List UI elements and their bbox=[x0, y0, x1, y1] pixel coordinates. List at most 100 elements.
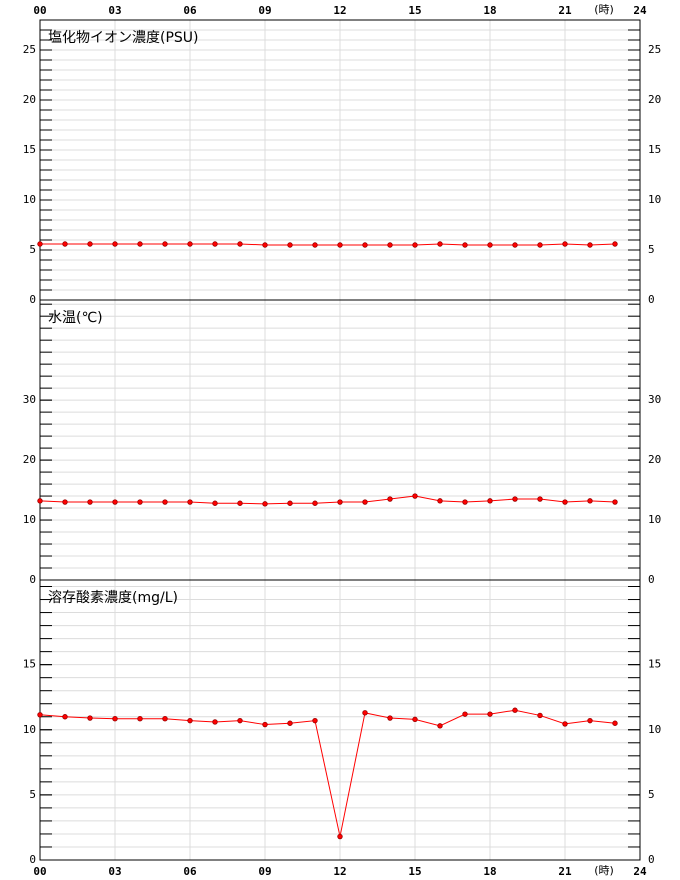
x-tick-label: 24 bbox=[633, 865, 647, 878]
data-point bbox=[37, 498, 43, 504]
data-point bbox=[412, 493, 418, 499]
data-point bbox=[262, 242, 268, 248]
data-point bbox=[387, 496, 393, 502]
data-point bbox=[537, 496, 543, 502]
x-tick-label: 00 bbox=[33, 865, 46, 878]
data-point bbox=[437, 241, 443, 247]
data-point bbox=[262, 501, 268, 507]
data-point bbox=[212, 500, 218, 506]
data-point bbox=[162, 715, 168, 722]
y-tick-label: 5 bbox=[29, 788, 36, 801]
data-point bbox=[562, 721, 568, 727]
data-point bbox=[387, 715, 393, 721]
plot-frame bbox=[39, 579, 641, 861]
y-tick-label: 25 bbox=[23, 43, 36, 56]
y-tick-label: 30 bbox=[648, 393, 661, 406]
data-line bbox=[39, 709, 616, 837]
x-tick-label: 15 bbox=[408, 4, 421, 17]
x-tick-label: 09 bbox=[258, 865, 271, 878]
data-point bbox=[137, 715, 143, 722]
data-point bbox=[562, 499, 568, 505]
y-tick-label: 10 bbox=[23, 723, 36, 736]
y-tick-label: 5 bbox=[29, 243, 36, 256]
data-point bbox=[437, 723, 443, 729]
y-tick-label: 20 bbox=[23, 453, 36, 466]
data-point bbox=[137, 241, 143, 247]
data-point bbox=[87, 715, 93, 721]
data-point bbox=[237, 717, 243, 724]
data-point bbox=[287, 242, 293, 248]
data-point bbox=[187, 499, 193, 505]
data-point bbox=[312, 242, 318, 248]
y-tick-label: 20 bbox=[23, 93, 36, 106]
data-point bbox=[212, 241, 218, 247]
data-point bbox=[112, 241, 118, 247]
y-tick-label: 15 bbox=[23, 143, 36, 156]
data-point bbox=[587, 242, 593, 248]
y-tick-label: 15 bbox=[648, 143, 661, 156]
data-point bbox=[112, 499, 118, 505]
panel-title: 溶存酸素濃度(mg/L) bbox=[48, 590, 178, 606]
data-point bbox=[362, 710, 368, 716]
data-point bbox=[262, 721, 268, 728]
data-point bbox=[237, 500, 243, 506]
x-tick-label: 24 bbox=[633, 4, 647, 17]
y-tick-label: 0 bbox=[29, 573, 36, 586]
x-tick-label: 09 bbox=[258, 4, 271, 17]
data-point bbox=[187, 717, 193, 724]
data-point bbox=[337, 242, 343, 248]
y-tick-label: 15 bbox=[23, 658, 36, 671]
data-point bbox=[112, 715, 118, 722]
x-tick-label: 12 bbox=[333, 865, 346, 878]
data-point bbox=[387, 242, 393, 248]
x-tick-label: 21 bbox=[558, 4, 572, 17]
x-tick-label: 15 bbox=[408, 865, 421, 878]
data-point bbox=[537, 242, 543, 248]
x-axis-label: (時) bbox=[594, 864, 614, 877]
y-tick-label: 10 bbox=[23, 513, 36, 526]
data-point bbox=[462, 242, 468, 248]
y-tick-label: 0 bbox=[648, 293, 655, 306]
data-point bbox=[337, 833, 343, 840]
data-point bbox=[512, 242, 518, 248]
y-tick-label: 0 bbox=[29, 293, 36, 306]
x-tick-label: 12 bbox=[333, 4, 346, 17]
data-point bbox=[462, 499, 468, 505]
y-tick-label: 0 bbox=[29, 853, 36, 866]
data-point bbox=[612, 499, 618, 505]
x-tick-label: 06 bbox=[183, 865, 197, 878]
data-point bbox=[212, 719, 218, 725]
y-tick-label: 20 bbox=[648, 453, 661, 466]
y-tick-label: 0 bbox=[648, 573, 655, 586]
panel-title: 水温(℃) bbox=[48, 310, 103, 326]
data-point bbox=[362, 499, 368, 505]
x-axis-label: (時) bbox=[594, 3, 614, 16]
data-point bbox=[512, 707, 518, 713]
x-tick-label: 21 bbox=[558, 865, 572, 878]
data-point bbox=[337, 499, 343, 505]
y-tick-label: 5 bbox=[648, 243, 655, 256]
data-point bbox=[587, 498, 593, 504]
data-point bbox=[612, 241, 618, 247]
data-point bbox=[537, 712, 543, 719]
panel-title: 塩化物イオン濃度(PSU) bbox=[48, 30, 199, 46]
data-point bbox=[562, 241, 568, 247]
data-point bbox=[237, 241, 243, 247]
y-tick-label: 10 bbox=[648, 723, 661, 736]
data-point bbox=[487, 242, 493, 248]
data-point bbox=[462, 711, 468, 717]
data-point bbox=[162, 241, 168, 247]
y-tick-label: 5 bbox=[648, 788, 655, 801]
x-tick-label: 00 bbox=[33, 4, 46, 17]
data-point bbox=[412, 716, 418, 723]
data-point bbox=[87, 241, 93, 247]
y-tick-label: 10 bbox=[648, 513, 661, 526]
data-point bbox=[37, 241, 43, 247]
data-point bbox=[287, 720, 293, 726]
data-point bbox=[412, 242, 418, 248]
data-point bbox=[587, 717, 593, 724]
data-point bbox=[62, 714, 68, 720]
data-point bbox=[487, 711, 493, 717]
data-point bbox=[37, 712, 43, 718]
